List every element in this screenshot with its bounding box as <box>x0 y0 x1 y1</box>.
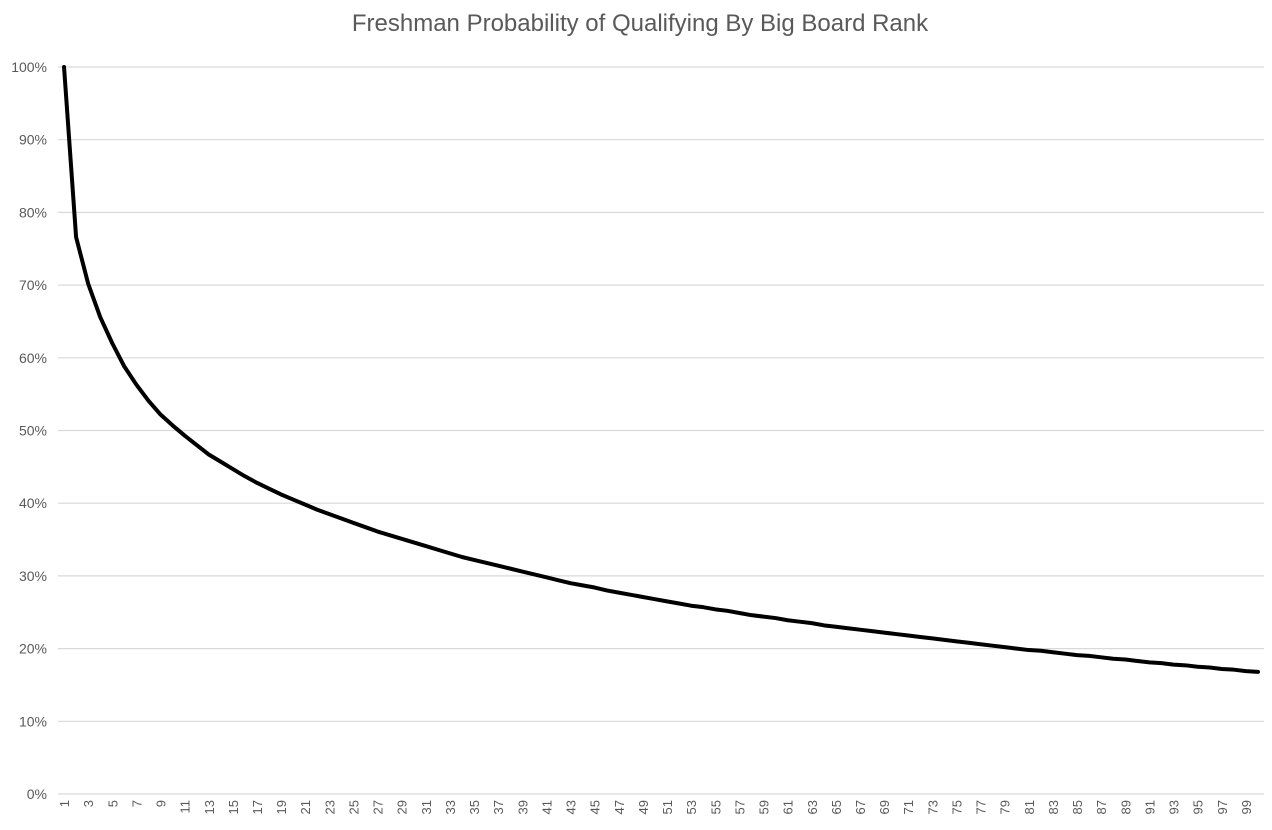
x-tick-label: 61 <box>781 800 796 814</box>
x-tick-label: 17 <box>250 800 265 814</box>
gridlines <box>58 66 1264 795</box>
x-tick-label: 11 <box>178 800 193 814</box>
x-tick-label: 9 <box>154 800 169 807</box>
y-tick-label: 60% <box>19 350 47 366</box>
chart-title: Freshman Probability of Qualifying By Bi… <box>351 10 929 37</box>
x-tick-label: 3 <box>81 800 96 807</box>
y-tick-label: 70% <box>19 277 47 293</box>
x-tick-label: 41 <box>539 800 554 814</box>
x-tick-label: 19 <box>274 800 289 814</box>
x-tick-label: 21 <box>298 800 313 814</box>
y-tick-label: 40% <box>19 495 47 511</box>
x-tick-label: 1 <box>57 800 72 807</box>
x-tick-label: 63 <box>805 800 820 814</box>
x-tick-label: 15 <box>226 800 241 814</box>
x-tick-label: 53 <box>684 800 699 814</box>
x-tick-label: 49 <box>636 800 651 814</box>
x-tick-label: 77 <box>974 800 989 814</box>
x-tick-label: 71 <box>901 800 916 814</box>
y-tick-label: 20% <box>19 641 47 657</box>
x-tick-label: 31 <box>419 800 434 814</box>
x-tick-label: 65 <box>829 800 844 814</box>
x-tick-label: 89 <box>1118 800 1133 814</box>
x-tick-label: 39 <box>515 800 530 814</box>
x-tick-label: 13 <box>202 800 217 814</box>
x-tick-label: 37 <box>491 800 506 814</box>
x-tick-label: 29 <box>395 800 410 814</box>
series-line <box>62 65 1260 674</box>
y-tick-label: 100% <box>11 59 47 75</box>
y-tick-label: 80% <box>19 204 47 220</box>
x-tick-label: 7 <box>129 800 144 807</box>
x-tick-label: 43 <box>564 800 579 814</box>
x-tick-label: 69 <box>877 800 892 814</box>
x-tick-label: 83 <box>1046 800 1061 814</box>
x-tick-label: 35 <box>467 800 482 814</box>
x-tick-label: 33 <box>443 800 458 814</box>
x-tick-label: 45 <box>588 800 603 814</box>
x-tick-label: 93 <box>1167 800 1182 814</box>
y-tick-label: 0% <box>27 786 47 802</box>
y-tick-label: 10% <box>19 713 47 729</box>
x-tick-label: 51 <box>660 800 675 814</box>
x-tick-label: 91 <box>1142 800 1157 814</box>
x-axis-ticks: 1 3 5 7 9 11 13 15 17 19 21 23 25 27 29 31 33 35 37 39 41 43 4… <box>57 800 1254 814</box>
x-tick-label: 47 <box>612 800 627 814</box>
x-tick-label: 81 <box>1022 800 1037 814</box>
y-tick-label: 30% <box>19 568 47 584</box>
series-layer <box>62 65 1260 674</box>
x-tick-label: 73 <box>925 800 940 814</box>
y-axis-ticks: 0% 10% 20% 30% 40% 50% 60% 70% 80% 90% 100% <box>11 59 47 802</box>
x-tick-label: 99 <box>1239 800 1254 814</box>
x-tick-label: 27 <box>371 800 386 814</box>
x-tick-label: 67 <box>853 800 868 814</box>
x-tick-label: 85 <box>1070 800 1085 814</box>
x-tick-label: 75 <box>949 800 964 814</box>
x-tick-label: 25 <box>346 800 361 814</box>
x-tick-label: 95 <box>1191 800 1206 814</box>
x-tick-label: 97 <box>1215 800 1230 814</box>
y-tick-label: 90% <box>19 132 47 148</box>
x-tick-label: 5 <box>105 800 120 807</box>
x-tick-label: 57 <box>732 800 747 814</box>
x-tick-label: 59 <box>757 800 772 814</box>
x-tick-label: 55 <box>708 800 723 814</box>
y-tick-label: 50% <box>19 423 47 439</box>
x-tick-label: 87 <box>1094 800 1109 814</box>
x-tick-label: 79 <box>998 800 1013 814</box>
x-tick-label: 23 <box>322 800 337 814</box>
